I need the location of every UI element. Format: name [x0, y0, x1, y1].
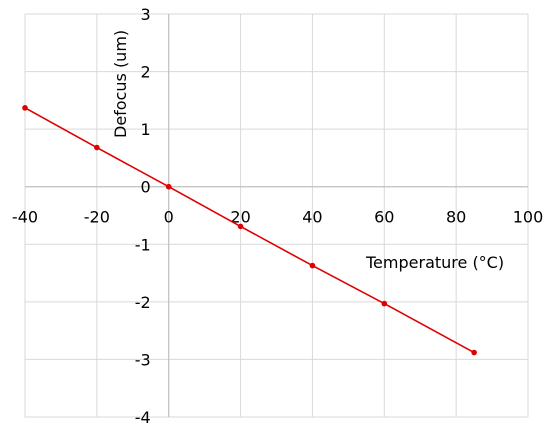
axes [25, 14, 528, 417]
y-tick-label: 0 [141, 178, 151, 197]
gridlines [24, 13, 529, 418]
x-axis-title: Temperature (°C) [365, 253, 504, 272]
tick-labels: -40 -20 0 20 40 60 80 100 -4 -3 -2 -1 0 1 2 3 [12, 5, 543, 427]
data-point [22, 105, 28, 111]
data-point [165, 183, 172, 190]
x-tick-label: 100 [513, 208, 544, 227]
data-point [309, 262, 316, 269]
series-line [24, 107, 475, 354]
x-tick-label: -40 [12, 208, 38, 227]
data-point [237, 223, 244, 230]
x-tick-label: 60 [374, 208, 394, 227]
y-tick-label: 1 [141, 120, 151, 139]
x-tick-label: 20 [230, 208, 250, 227]
y-tick-label: 3 [141, 5, 151, 24]
data-point [381, 300, 388, 307]
y-tick-label: -2 [135, 293, 151, 312]
y-axis-title: Defocus (um) [111, 30, 130, 138]
data-point [94, 144, 100, 151]
x-tick-label: 40 [302, 208, 322, 227]
x-tick-label: 80 [446, 208, 466, 227]
x-tick-label: 0 [164, 208, 174, 227]
y-tick-label: 2 [141, 63, 151, 82]
data-point [471, 349, 477, 356]
y-tick-label: -4 [135, 408, 151, 427]
data-series [22, 105, 477, 356]
x-tick-label: -20 [84, 208, 110, 227]
y-tick-label: -3 [135, 350, 151, 369]
y-tick-label: -1 [135, 235, 151, 254]
